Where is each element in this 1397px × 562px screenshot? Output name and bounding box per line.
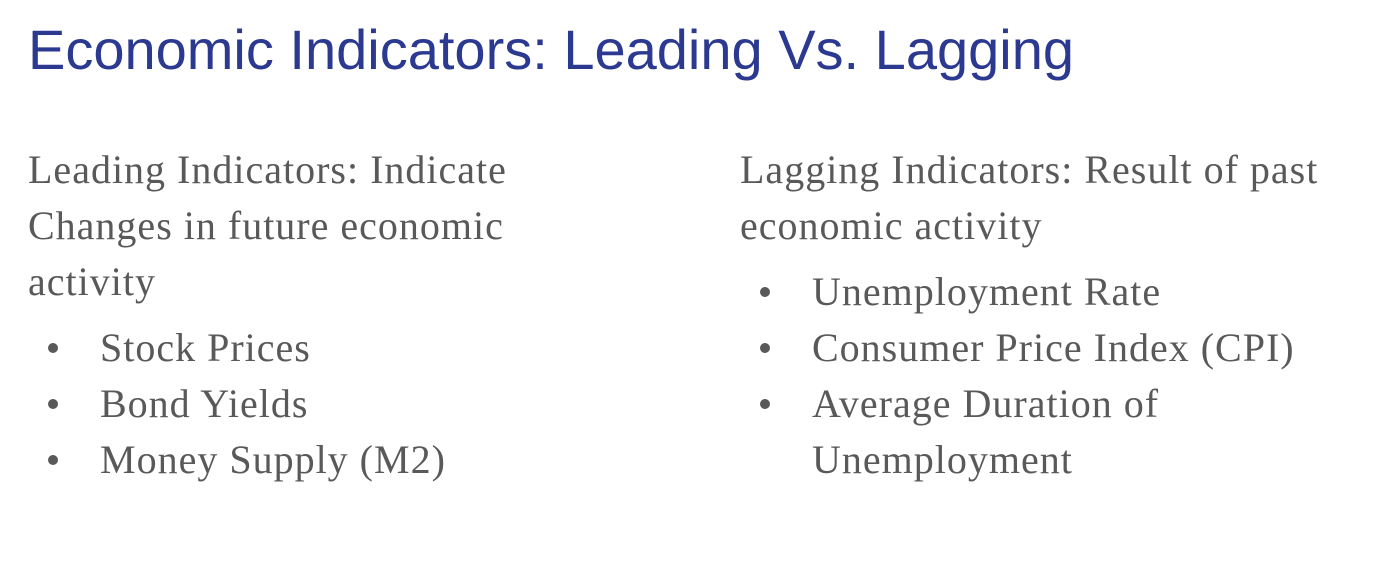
list-item: Consumer Price Index (CPI) [740,320,1380,376]
bullet-dot-icon [48,455,58,465]
list-item-text: Consumer Price Index (CPI) [812,325,1295,370]
leading-indicators-intro: Leading Indicators: Indicate Changes in … [28,147,507,304]
bullet-dot-icon [48,399,58,409]
list-item: Unemployment Rate [740,264,1380,320]
leading-indicators-list: Stock Prices Bond Yields Money Supply (M… [28,320,638,488]
lagging-indicators-list: Unemployment Rate Consumer Price Index (… [740,264,1380,488]
list-item: Stock Prices [28,320,638,376]
list-item-text: Unemployment Rate [812,269,1162,314]
bullet-dot-icon [760,399,770,409]
leading-indicators-column: Leading Indicators: Indicate Changes in … [28,142,638,488]
bullet-dot-icon [760,287,770,297]
bullet-dot-icon [48,343,58,353]
list-item-text: Bond Yields [100,381,309,426]
lagging-indicators-intro: Lagging Indicators: Result of past econo… [740,147,1319,248]
list-item-text: Stock Prices [100,325,311,370]
list-item: Money Supply (M2) [28,432,638,488]
list-item-text: Average Duration of Unemployment [812,381,1160,482]
bullet-dot-icon [760,343,770,353]
list-item: Average Duration of Unemployment [740,376,1380,488]
list-item-text: Money Supply (M2) [100,437,446,482]
list-item: Bond Yields [28,376,638,432]
lagging-indicators-column: Lagging Indicators: Result of past econo… [740,142,1380,488]
slide-title: Economic Indicators: Leading Vs. Lagging [28,18,1074,81]
